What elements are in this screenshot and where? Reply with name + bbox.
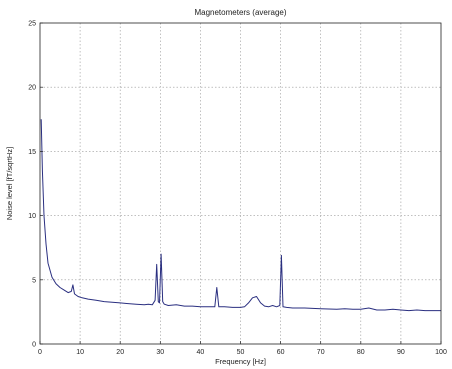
x-axis-label: Frequency [Hz] (215, 357, 266, 366)
x-tick-label: 60 (277, 349, 285, 356)
grid (40, 23, 441, 344)
x-tick-label: 20 (116, 349, 124, 356)
noise-level-line (40, 119, 441, 312)
x-tick-label: 100 (435, 349, 447, 356)
y-tick-label: 20 (28, 85, 36, 92)
y-tick-label: 15 (28, 149, 36, 156)
x-tick-label: 0 (38, 349, 42, 356)
x-tick-label: 70 (317, 349, 325, 356)
x-tick-label: 30 (156, 349, 164, 356)
x-tick-label: 40 (197, 349, 205, 356)
y-tick-label: 25 (28, 21, 36, 28)
y-axis-label: Noise level [fT/sqrtHz] (5, 147, 14, 220)
chart-title: Magnetometers (average) (194, 8, 286, 17)
y-tick-label: 10 (28, 213, 36, 220)
series-layer (40, 119, 441, 312)
y-tick-label: 5 (32, 277, 36, 284)
x-tick-label: 50 (237, 349, 245, 356)
x-tick-label: 10 (76, 349, 84, 356)
y-tick-label: 0 (32, 342, 36, 349)
x-tick-label: 90 (397, 349, 405, 356)
ticks: 0 10 20 30 40 50 60 70 80 90 100 0 5 10 15 20 25 (28, 21, 447, 357)
x-tick-label: 80 (357, 349, 365, 356)
